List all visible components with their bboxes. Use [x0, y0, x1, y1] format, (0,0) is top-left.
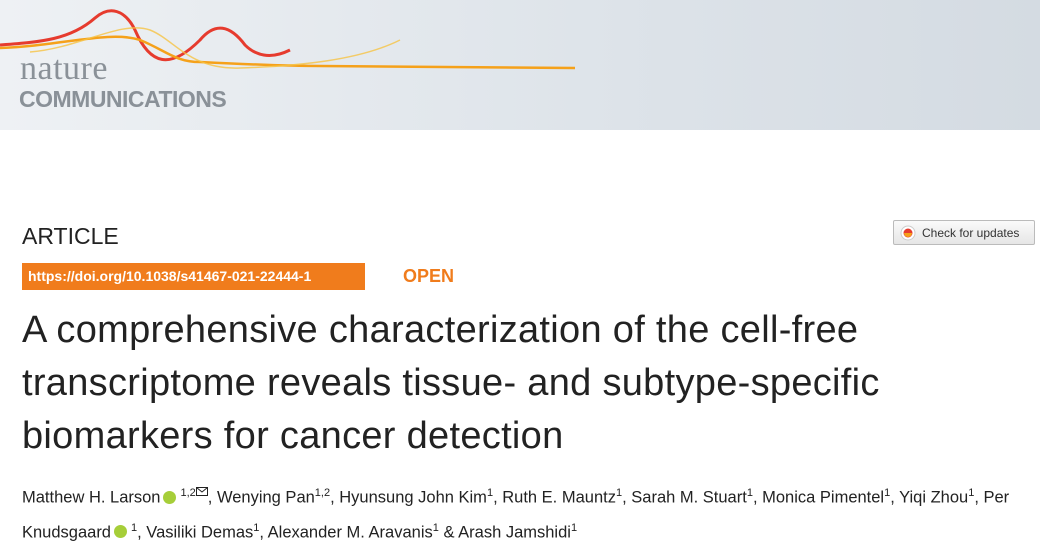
- affiliation: 1: [615, 487, 623, 499]
- check-icon: [900, 225, 916, 240]
- author-name[interactable]: Sarah M. Stuart: [631, 488, 747, 507]
- affiliation: 1: [968, 487, 975, 499]
- author-name[interactable]: Alexander M. Aravanis: [267, 523, 433, 541]
- orcid-icon[interactable]: [163, 490, 177, 504]
- email-icon[interactable]: [195, 486, 208, 496]
- separator: ,: [493, 488, 503, 507]
- author-name[interactable]: Per Knudsgaard: [22, 488, 1010, 542]
- affiliation: 1: [131, 521, 138, 534]
- affiliation: 1,2: [314, 487, 331, 499]
- affiliation: 1: [884, 487, 891, 499]
- journal-banner: nature COMMUNICATIONS: [0, 0, 1040, 130]
- logo-waves: [0, 9, 576, 70]
- author-name[interactable]: Yiqi Zhou: [899, 488, 969, 507]
- affiliation: 1: [746, 487, 753, 499]
- affiliation: 1: [253, 521, 260, 534]
- separator: ,: [974, 488, 984, 507]
- separator: &: [438, 523, 459, 541]
- separator: ,: [207, 488, 217, 507]
- separator: ,: [752, 488, 763, 507]
- logo-nature: nature: [20, 50, 108, 87]
- title-line: transcriptome reveals tissue- and subtyp…: [22, 362, 880, 404]
- author-name[interactable]: Monica Pimentel: [762, 488, 885, 507]
- doi-link[interactable]: https://doi.org/10.1038/s41467-021-22444…: [22, 263, 365, 290]
- logo-communications: COMMUNICATIONS: [19, 86, 227, 112]
- title-line: A comprehensive characterization of the …: [22, 309, 859, 351]
- author-name[interactable]: Hyunsung John Kim: [339, 488, 487, 507]
- article-title: A comprehensive characterization of the …: [22, 304, 880, 463]
- separator: ,: [330, 488, 340, 507]
- separator: ,: [622, 488, 632, 507]
- separator: ,: [890, 488, 900, 507]
- affiliation: 1: [570, 521, 578, 534]
- separator: ,: [259, 523, 268, 541]
- check-updates-label: Check for updates: [922, 225, 1020, 240]
- separator: ,: [137, 523, 147, 541]
- open-access: OPEN: [403, 266, 455, 286]
- author-name[interactable]: Ruth E. Mauntz: [502, 488, 616, 507]
- author-name[interactable]: Wenying Pan: [216, 488, 315, 507]
- author-name[interactable]: Matthew H. Larson: [22, 488, 161, 507]
- check-updates-button[interactable]: Check for updates: [893, 220, 1035, 245]
- title-line: biomarkers for cancer detection: [22, 415, 564, 457]
- orcid-icon[interactable]: [114, 525, 127, 538]
- author-name[interactable]: Vasiliki Demas: [146, 523, 254, 541]
- article-type: ARTICLE: [22, 223, 119, 249]
- author-name[interactable]: Arash Jamshidi: [458, 523, 571, 541]
- affiliation: 1: [432, 521, 439, 534]
- affiliation: 1: [486, 487, 494, 499]
- affiliation: 1,2: [180, 487, 196, 499]
- author-list: Matthew H. Larson 1,2, Wenying Pan1,2, Hy…: [22, 478, 1040, 547]
